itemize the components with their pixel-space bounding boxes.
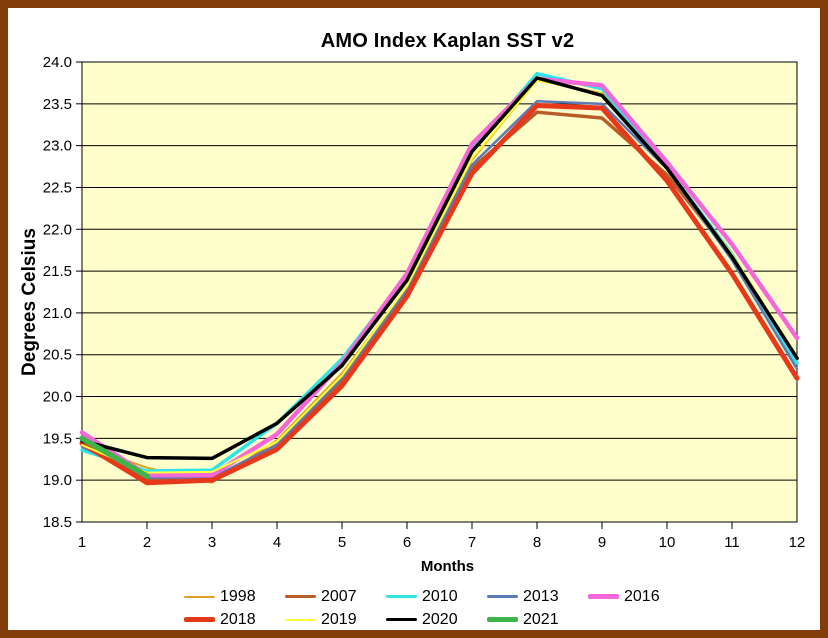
x-tick-label: 7 [468, 534, 476, 551]
x-tick-label: 9 [598, 534, 606, 551]
y-tick-label: 23.5 [43, 96, 72, 113]
legend-label-2007: 2007 [321, 587, 357, 605]
x-tick-label: 8 [533, 534, 541, 551]
series-line-2020 [80, 76, 799, 461]
x-tick-label: 12 [789, 534, 806, 551]
legend-label-2018: 2018 [220, 610, 256, 628]
x-tick-label: 4 [273, 534, 281, 551]
legend-label-2010: 2010 [422, 587, 458, 605]
legend-label-2013: 2013 [523, 587, 559, 605]
y-tick-label: 21.5 [43, 263, 72, 280]
legend-label-2019: 2019 [321, 610, 357, 628]
legend-line-swatch-1998 [184, 595, 215, 598]
x-tick-label: 5 [338, 534, 346, 551]
legend-label-2020: 2020 [422, 610, 458, 628]
y-tick-label: 19.0 [43, 472, 72, 489]
legend-line-swatch-2019 [285, 618, 316, 621]
legend-line-swatch-2018 [184, 617, 215, 622]
y-tick-label: 20.5 [43, 347, 72, 364]
y-tick-label: 18.5 [43, 514, 72, 531]
x-tick-label: 6 [403, 534, 411, 551]
y-tick-label: 19.5 [43, 430, 72, 447]
series-line-2016 [79, 76, 800, 478]
y-tick-label: 22.0 [43, 221, 72, 238]
y-tick-label: 24.0 [43, 54, 72, 71]
legend-label-2021: 2021 [523, 610, 559, 628]
legend-item-1998: 1998 [184, 585, 285, 608]
legend-item-2010: 2010 [386, 585, 487, 608]
y-tick-label: 22.5 [43, 179, 72, 196]
legend-item-2007: 2007 [285, 585, 386, 608]
legend-item-2021: 2021 [487, 608, 588, 631]
y-tick-label: 23.0 [43, 138, 72, 155]
x-tick-label: 10 [659, 534, 676, 551]
legend-line-swatch-2010 [386, 594, 417, 599]
legend-line-swatch-2007 [285, 594, 316, 599]
legend-line-swatch-2020 [386, 617, 417, 622]
legend-item-2019: 2019 [285, 608, 386, 631]
legend-label-2016: 2016 [624, 587, 660, 605]
x-tick-label: 2 [143, 534, 151, 551]
y-tick-label: 21.0 [43, 305, 72, 322]
x-tick-label: 1 [78, 534, 86, 551]
x-tick-label: 11 [724, 534, 740, 551]
legend-line-swatch-2016 [588, 594, 619, 599]
chart-legend: 1998 2007 2010 2013 2016 2018 2019 2020 2021 [184, 585, 689, 631]
legend-line-swatch-2021 [487, 616, 518, 623]
plot-background [81, 61, 798, 523]
y-tick-label: 20.0 [43, 389, 72, 406]
chart-title: AMO Index Kaplan SST v2 [320, 30, 575, 52]
legend-item-2018: 2018 [184, 608, 285, 631]
x-tick-label: 3 [208, 534, 216, 551]
x-axis-title: Months [420, 558, 475, 575]
legend-label-1998: 1998 [220, 587, 256, 605]
series-line-2018 [79, 102, 800, 486]
legend-item-2020: 2020 [386, 608, 487, 631]
legend-line-swatch-2013 [487, 595, 518, 598]
legend-item-2016: 2016 [588, 585, 689, 608]
series-line-2021 [79, 435, 150, 479]
legend-item-2013: 2013 [487, 585, 588, 608]
